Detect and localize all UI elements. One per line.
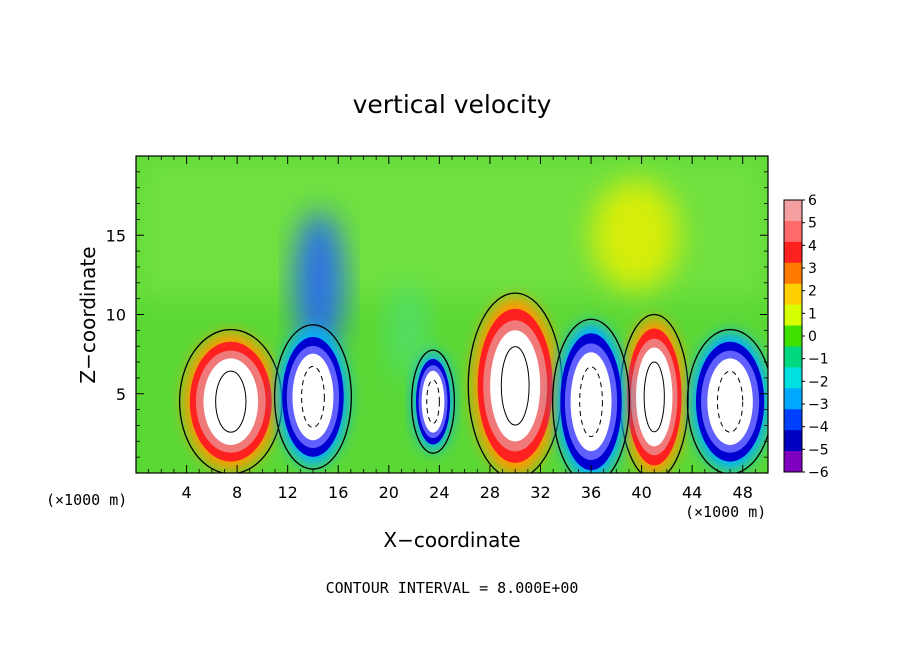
downdraft-core <box>421 370 445 433</box>
colorbar-swatch <box>784 346 802 368</box>
colorbar-label: 1 <box>808 306 817 322</box>
y-tick-label: 15 <box>106 226 126 245</box>
x-tick-label: 24 <box>429 483 449 502</box>
downdraft-contour <box>301 365 325 428</box>
y-axis-label: Z−coordinate <box>76 246 100 383</box>
downdraft-zero-contour <box>552 318 631 473</box>
downdraft-zero-contour <box>686 328 768 473</box>
x-tick-label: 12 <box>278 483 298 502</box>
x-axis-label: X−coordinate <box>383 528 520 552</box>
x-tick-label: 8 <box>232 483 242 502</box>
x-unit-label-right: (×1000 m) <box>685 503 766 521</box>
colorbar-swatch <box>784 304 802 327</box>
downdraft-contour <box>426 379 440 424</box>
colorbar-swatch <box>784 262 802 285</box>
x-tick-label: 4 <box>181 483 191 502</box>
x-tick-label: 48 <box>733 483 753 502</box>
updraft-core <box>490 330 541 442</box>
downdraft-cell-3 <box>686 328 768 473</box>
x-tick-label: 44 <box>682 483 702 502</box>
colorbar-swatch <box>784 409 802 431</box>
updraft-contour <box>643 361 665 433</box>
colorbar-swatch <box>784 241 802 264</box>
upper-anomaly-1 <box>294 211 345 355</box>
x-unit-label-left: (×1000 m) <box>46 491 127 509</box>
y-tick-label: 5 <box>116 385 126 404</box>
colorbar-swatch <box>784 367 802 389</box>
colorbar: 6 5 4 3 2 1 0 −1 −2 −3 −4 −5 −6 <box>783 193 829 481</box>
colorbar-label: 4 <box>808 238 817 254</box>
x-tick-label: 20 <box>379 483 399 502</box>
colorbar-label: −1 <box>808 352 829 368</box>
colorbar-label: 2 <box>808 284 817 300</box>
colorbar-label: 6 <box>808 193 817 209</box>
x-tick-label: 40 <box>631 483 651 502</box>
downdraft-cell-2 <box>552 318 631 473</box>
colorbar-label: 5 <box>808 216 817 232</box>
x-tick-label: 28 <box>480 483 500 502</box>
colorbar-label: 3 <box>808 261 817 277</box>
updraft-contour <box>500 346 530 426</box>
x-tick-label: 36 <box>581 483 601 502</box>
downdraft-cell-1 <box>273 324 353 470</box>
colorbar-swatch <box>784 220 802 243</box>
colorbar-label: −6 <box>808 465 829 481</box>
colorbar-swatch <box>784 200 802 222</box>
colorbar-swatch <box>784 430 802 452</box>
colorbar-swatch <box>784 283 802 306</box>
downdraft-cell-4 <box>411 349 456 454</box>
downdraft-contour <box>579 366 603 438</box>
updraft-cell-1 <box>178 328 283 473</box>
colorbar-swatch <box>784 388 802 410</box>
upper-anomaly-2 <box>591 179 680 291</box>
downdraft-core <box>707 358 753 445</box>
updraft-core <box>636 347 673 447</box>
contour-interval-note: CONTOUR INTERVAL = 8.000E+00 <box>326 579 579 597</box>
colorbar-label: −5 <box>808 442 829 458</box>
downdraft-contour <box>716 370 744 433</box>
y-tick-label: 10 <box>106 306 126 325</box>
downdraft-zero-contour <box>411 349 456 454</box>
updraft-core <box>203 358 259 445</box>
updraft-cell-2 <box>467 292 563 473</box>
colorbar-label: 0 <box>808 329 817 345</box>
x-tick-label: 32 <box>530 483 550 502</box>
updraft-contour <box>215 370 247 433</box>
updraft-cell-3 <box>619 313 690 473</box>
chart-title: vertical velocity <box>353 90 552 119</box>
colorbar-label: −2 <box>808 374 829 390</box>
upper-anomaly-3 <box>388 282 427 378</box>
colorbar-label: −4 <box>808 420 829 436</box>
downdraft-core <box>570 352 612 452</box>
x-tick-label: 16 <box>328 483 348 502</box>
plot-area <box>136 156 768 473</box>
colorbar-swatch <box>784 325 802 347</box>
colorbar-swatch <box>784 451 802 473</box>
downdraft-core <box>292 353 334 441</box>
colorbar-label: −3 <box>808 397 829 413</box>
